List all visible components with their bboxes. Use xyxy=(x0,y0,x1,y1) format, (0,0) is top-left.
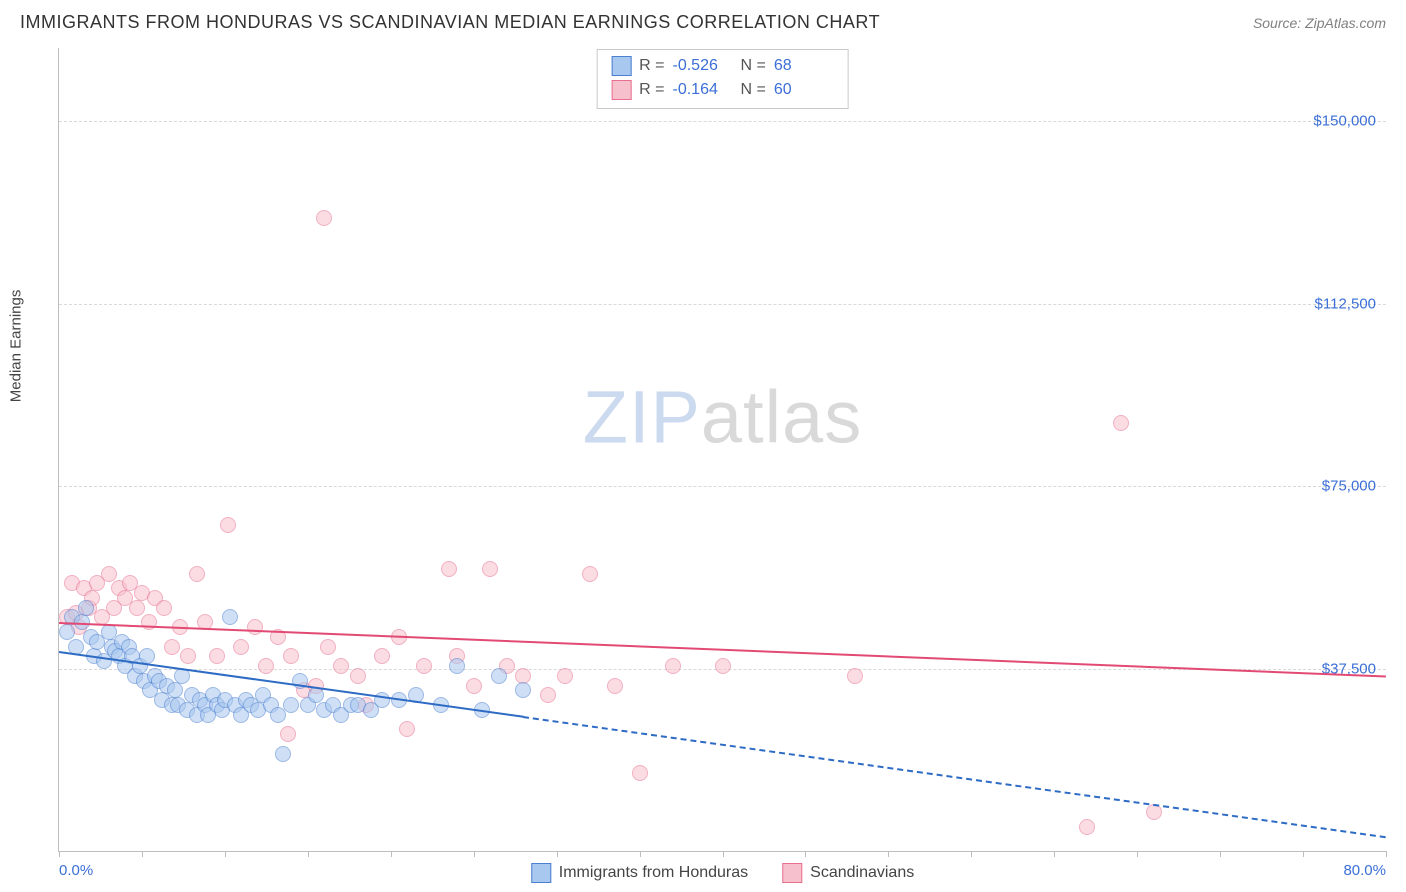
data-point xyxy=(399,721,415,737)
stats-r-value-1: -0.526 xyxy=(673,54,733,78)
x-tick xyxy=(1054,851,1055,857)
watermark-zip: ZIP xyxy=(583,376,701,459)
data-point xyxy=(607,678,623,694)
stats-n-label: N = xyxy=(741,54,766,78)
x-tick xyxy=(391,851,392,857)
data-point xyxy=(1113,415,1129,431)
gridline xyxy=(59,121,1386,122)
data-point xyxy=(283,648,299,664)
data-point xyxy=(233,639,249,655)
data-point xyxy=(515,682,531,698)
legend-swatch-1 xyxy=(531,863,551,883)
data-point xyxy=(167,682,183,698)
watermark: ZIPatlas xyxy=(583,375,862,460)
data-point xyxy=(466,678,482,694)
data-point xyxy=(491,668,507,684)
data-point xyxy=(441,561,457,577)
y-tick-label: $75,000 xyxy=(1322,478,1376,495)
x-tick xyxy=(723,851,724,857)
data-point xyxy=(665,658,681,674)
stats-row-series1: R = -0.526 N = 68 xyxy=(611,54,834,78)
data-point xyxy=(449,658,465,674)
x-tick xyxy=(557,851,558,857)
data-point xyxy=(275,746,291,762)
gridline xyxy=(59,486,1386,487)
data-point xyxy=(416,658,432,674)
data-point xyxy=(333,658,349,674)
stats-n-label: N = xyxy=(741,78,766,102)
data-point xyxy=(316,210,332,226)
x-tick xyxy=(1386,851,1387,857)
data-point xyxy=(247,619,263,635)
legend-label-1: Immigrants from Honduras xyxy=(559,864,748,882)
y-axis-label: Median Earnings xyxy=(8,290,25,403)
x-tick xyxy=(805,851,806,857)
watermark-atlas: atlas xyxy=(701,376,862,459)
correlation-stats-box: R = -0.526 N = 68 R = -0.164 N = 60 xyxy=(596,49,849,109)
data-point xyxy=(129,600,145,616)
legend-swatch-2 xyxy=(782,863,802,883)
data-point xyxy=(78,600,94,616)
x-tick-label-min: 0.0% xyxy=(59,862,93,879)
stats-n-value-1: 68 xyxy=(774,54,834,78)
data-point xyxy=(582,566,598,582)
data-point xyxy=(482,561,498,577)
data-point xyxy=(320,639,336,655)
y-tick-label: $150,000 xyxy=(1313,113,1376,130)
data-point xyxy=(374,648,390,664)
data-point xyxy=(258,658,274,674)
stats-r-value-2: -0.164 xyxy=(673,78,733,102)
x-tick xyxy=(1137,851,1138,857)
data-point xyxy=(557,668,573,684)
x-tick xyxy=(1220,851,1221,857)
data-point xyxy=(715,658,731,674)
x-tick-label-max: 80.0% xyxy=(1343,862,1386,879)
legend-item-1: Immigrants from Honduras xyxy=(531,863,748,883)
stats-r-label: R = xyxy=(639,54,664,78)
gridline xyxy=(59,304,1386,305)
data-point xyxy=(59,624,75,640)
x-tick xyxy=(142,851,143,857)
data-point xyxy=(164,639,180,655)
data-point xyxy=(540,687,556,703)
trend-line xyxy=(523,716,1386,838)
chart-source: Source: ZipAtlas.com xyxy=(1253,15,1386,31)
data-point xyxy=(350,668,366,684)
swatch-series1 xyxy=(611,56,631,76)
data-point xyxy=(632,765,648,781)
x-tick xyxy=(59,851,60,857)
data-point xyxy=(189,566,205,582)
chart-title: IMMIGRANTS FROM HONDURAS VS SCANDINAVIAN… xyxy=(20,12,880,33)
x-tick xyxy=(971,851,972,857)
data-point xyxy=(209,648,225,664)
data-point xyxy=(222,609,238,625)
data-point xyxy=(847,668,863,684)
data-point xyxy=(1079,819,1095,835)
y-tick-label: $112,500 xyxy=(1315,295,1376,312)
chart-area: Median Earnings ZIPatlas R = -0.526 N = … xyxy=(50,48,1386,852)
chart-header: IMMIGRANTS FROM HONDURAS VS SCANDINAVIAN… xyxy=(0,0,1406,41)
plot-region: ZIPatlas R = -0.526 N = 68 R = -0.164 N … xyxy=(58,48,1386,852)
x-tick xyxy=(888,851,889,857)
x-tick xyxy=(640,851,641,857)
data-point xyxy=(180,648,196,664)
x-tick xyxy=(308,851,309,857)
legend-item-2: Scandinavians xyxy=(782,863,914,883)
data-point xyxy=(283,697,299,713)
data-point xyxy=(220,517,236,533)
x-tick xyxy=(225,851,226,857)
legend: Immigrants from Honduras Scandinavians xyxy=(531,863,914,883)
swatch-series2 xyxy=(611,80,631,100)
stats-r-label: R = xyxy=(639,78,664,102)
stats-row-series2: R = -0.164 N = 60 xyxy=(611,78,834,102)
data-point xyxy=(515,668,531,684)
x-tick xyxy=(474,851,475,857)
x-tick xyxy=(1303,851,1304,857)
data-point xyxy=(101,566,117,582)
data-point xyxy=(156,600,172,616)
stats-n-value-2: 60 xyxy=(774,78,834,102)
legend-label-2: Scandinavians xyxy=(810,864,914,882)
data-point xyxy=(280,726,296,742)
